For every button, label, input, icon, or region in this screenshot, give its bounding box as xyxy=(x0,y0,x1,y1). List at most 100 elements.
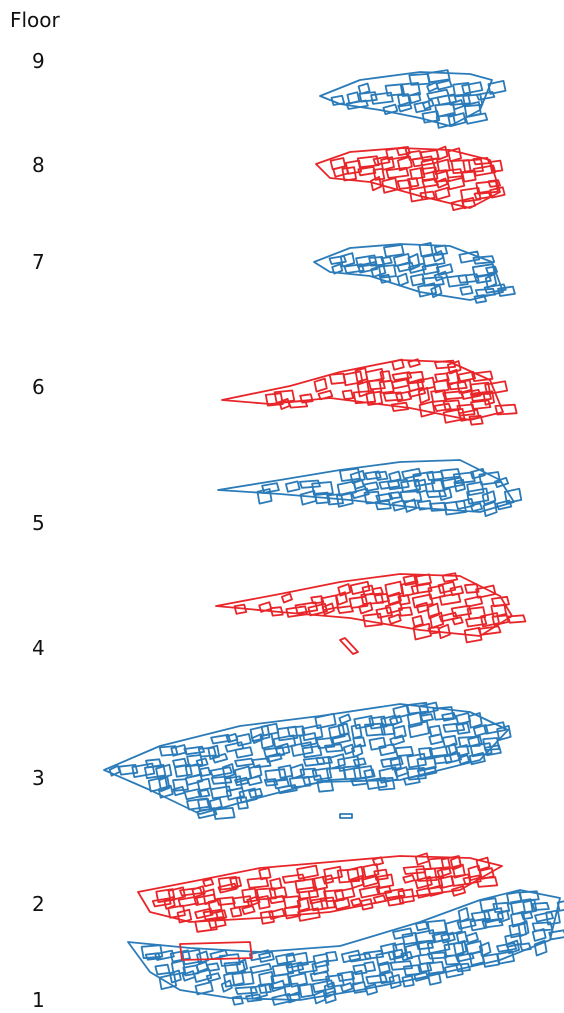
room xyxy=(392,927,414,940)
room xyxy=(251,733,265,744)
room xyxy=(396,155,413,172)
room xyxy=(377,961,391,974)
room xyxy=(289,763,306,780)
room xyxy=(494,476,510,489)
floor-label-6: 6 xyxy=(32,375,45,399)
room xyxy=(437,581,457,594)
room xyxy=(449,585,465,597)
room xyxy=(384,601,404,615)
room xyxy=(352,389,377,405)
room xyxy=(372,167,386,181)
room xyxy=(155,763,173,780)
room xyxy=(455,712,472,726)
room xyxy=(197,789,211,798)
floor-plan-2 xyxy=(137,852,503,933)
room xyxy=(397,101,413,113)
room xyxy=(131,762,156,778)
floor-plan-4 xyxy=(215,572,527,644)
room xyxy=(288,775,312,789)
room xyxy=(351,487,370,500)
room xyxy=(395,390,413,403)
room xyxy=(442,722,466,733)
room xyxy=(427,971,442,986)
room xyxy=(396,179,413,190)
room xyxy=(301,745,323,759)
room xyxy=(256,488,273,505)
room xyxy=(338,467,361,482)
room xyxy=(394,746,415,757)
room xyxy=(441,712,457,722)
room xyxy=(376,873,395,889)
room xyxy=(372,155,391,166)
room xyxy=(367,379,386,391)
room xyxy=(140,944,164,960)
room xyxy=(342,370,364,387)
room xyxy=(472,156,491,166)
room xyxy=(415,939,434,951)
room xyxy=(168,969,182,984)
floor-label-3: 3 xyxy=(32,766,45,790)
room xyxy=(343,263,365,274)
room xyxy=(172,778,189,792)
room xyxy=(352,963,368,976)
room xyxy=(426,69,451,84)
room xyxy=(286,991,301,1004)
room xyxy=(520,910,534,920)
room xyxy=(249,724,271,742)
floor-fragment xyxy=(179,941,253,961)
room xyxy=(411,593,434,609)
room xyxy=(519,942,532,952)
room xyxy=(194,981,214,996)
room xyxy=(333,897,351,911)
room xyxy=(236,796,249,810)
room xyxy=(485,265,499,275)
floor-label-1: 1 xyxy=(32,988,45,1012)
room xyxy=(336,605,354,614)
room xyxy=(154,963,171,976)
room xyxy=(518,890,540,902)
room xyxy=(249,962,273,974)
room xyxy=(409,166,426,181)
room xyxy=(387,478,410,491)
room xyxy=(371,586,384,596)
floor-label-8: 8 xyxy=(32,153,45,177)
room xyxy=(435,79,453,91)
room xyxy=(268,908,286,920)
room xyxy=(389,757,402,771)
room xyxy=(408,73,431,86)
room xyxy=(263,778,279,787)
room xyxy=(283,982,301,997)
room xyxy=(374,499,392,511)
room xyxy=(446,176,466,191)
room xyxy=(202,878,215,888)
room xyxy=(235,958,249,974)
room xyxy=(224,741,245,753)
room xyxy=(474,287,497,297)
room xyxy=(390,401,410,412)
room xyxy=(196,807,218,819)
room xyxy=(465,931,479,944)
room xyxy=(436,866,452,878)
room xyxy=(389,960,414,971)
room xyxy=(248,787,264,799)
room xyxy=(282,895,302,909)
room xyxy=(483,283,507,294)
room xyxy=(198,766,212,777)
room xyxy=(457,370,477,383)
room xyxy=(265,752,283,763)
floor-fragment xyxy=(339,637,359,655)
room xyxy=(431,931,451,943)
room xyxy=(414,852,430,866)
room xyxy=(469,390,493,402)
room xyxy=(484,380,509,396)
room xyxy=(313,377,328,393)
room xyxy=(407,720,430,739)
room xyxy=(451,616,464,626)
room xyxy=(401,467,422,480)
room xyxy=(386,894,405,907)
room xyxy=(191,885,206,898)
room xyxy=(339,252,356,268)
room xyxy=(363,949,385,960)
room xyxy=(545,909,561,926)
room xyxy=(399,82,422,97)
